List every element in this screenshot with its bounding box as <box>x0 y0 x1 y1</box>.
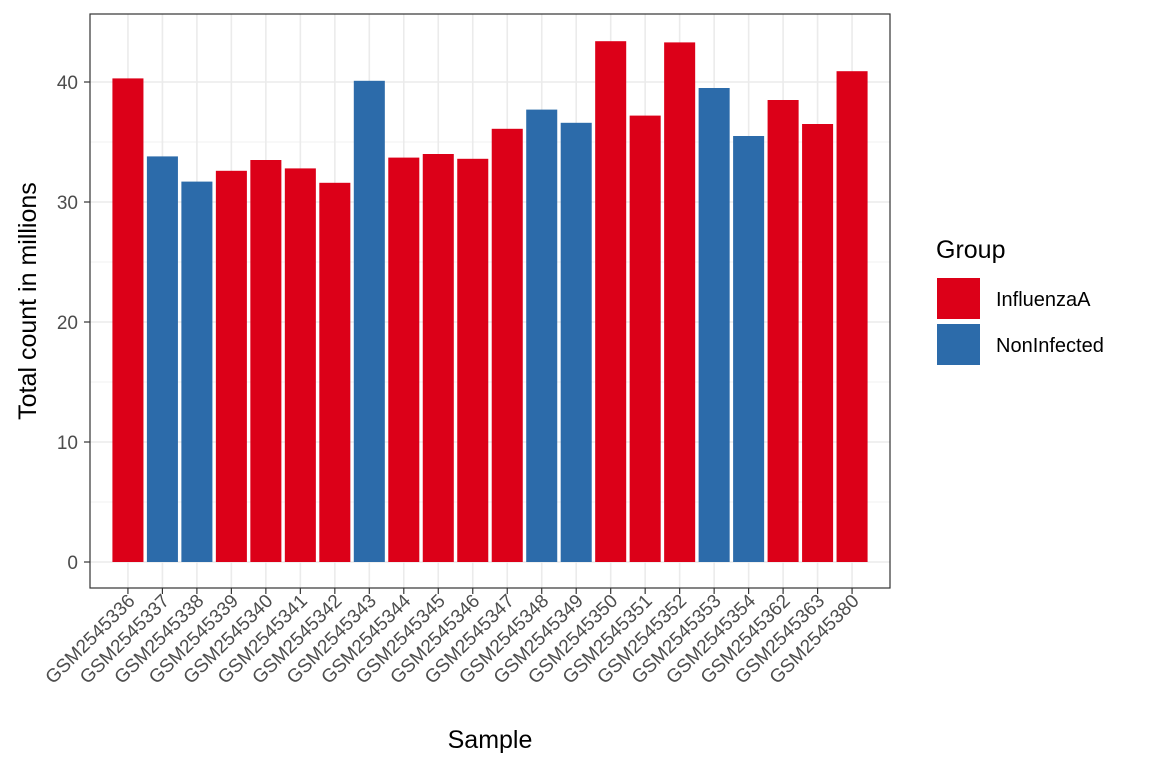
x-axis: GSM2545336GSM2545337GSM2545338GSM2545339… <box>42 588 864 688</box>
bar-GSM2545344 <box>388 157 420 562</box>
bars <box>112 41 868 563</box>
bar-GSM2545363 <box>802 124 834 562</box>
y-axis: 0 10 20 30 40 <box>57 73 90 574</box>
plot-border <box>89 13 891 589</box>
bar-GSM2545338 <box>181 181 213 562</box>
bar-GSM2545348 <box>526 109 558 562</box>
y-tick-label: 20 <box>57 313 78 334</box>
bar-GSM2545345 <box>422 154 454 562</box>
y-tick-label: 40 <box>57 73 78 94</box>
y-tick-label: 30 <box>57 193 78 214</box>
bar-GSM2545353 <box>698 88 730 562</box>
bar-GSM2545337 <box>146 156 178 562</box>
legend: Group InfluenzaA NonInfected <box>936 236 1104 365</box>
bar-GSM2545347 <box>491 128 523 563</box>
legend-title: Group <box>936 236 1005 264</box>
bar-GSM2545352 <box>664 42 696 562</box>
bar-GSM2545340 <box>250 160 282 562</box>
bar-GSM2545362 <box>767 100 799 562</box>
bar-GSM2545351 <box>629 115 661 562</box>
bar-GSM2545343 <box>353 80 385 563</box>
legend-label-NonInfected: NonInfected <box>996 335 1104 357</box>
bar-GSM2545346 <box>457 158 489 563</box>
y-axis-title: Total count in millions <box>14 182 42 420</box>
y-tick-label: 0 <box>67 553 78 574</box>
bar-GSM2545339 <box>215 170 247 563</box>
bar-GSM2545341 <box>284 168 316 562</box>
legend-key-InfluenzaA <box>937 278 980 319</box>
bar-GSM2545350 <box>595 41 627 562</box>
x-axis-title: Sample <box>448 726 533 754</box>
bar-GSM2545380 <box>836 71 868 562</box>
legend-label-InfluenzaA: InfluenzaA <box>996 289 1091 311</box>
legend-key-NonInfected <box>937 324 980 365</box>
bar-GSM2545349 <box>560 122 592 563</box>
bar-GSM2545336 <box>112 78 144 563</box>
bar-GSM2545354 <box>733 136 765 562</box>
bar-GSM2545342 <box>319 182 351 563</box>
y-tick-label: 10 <box>57 433 78 454</box>
